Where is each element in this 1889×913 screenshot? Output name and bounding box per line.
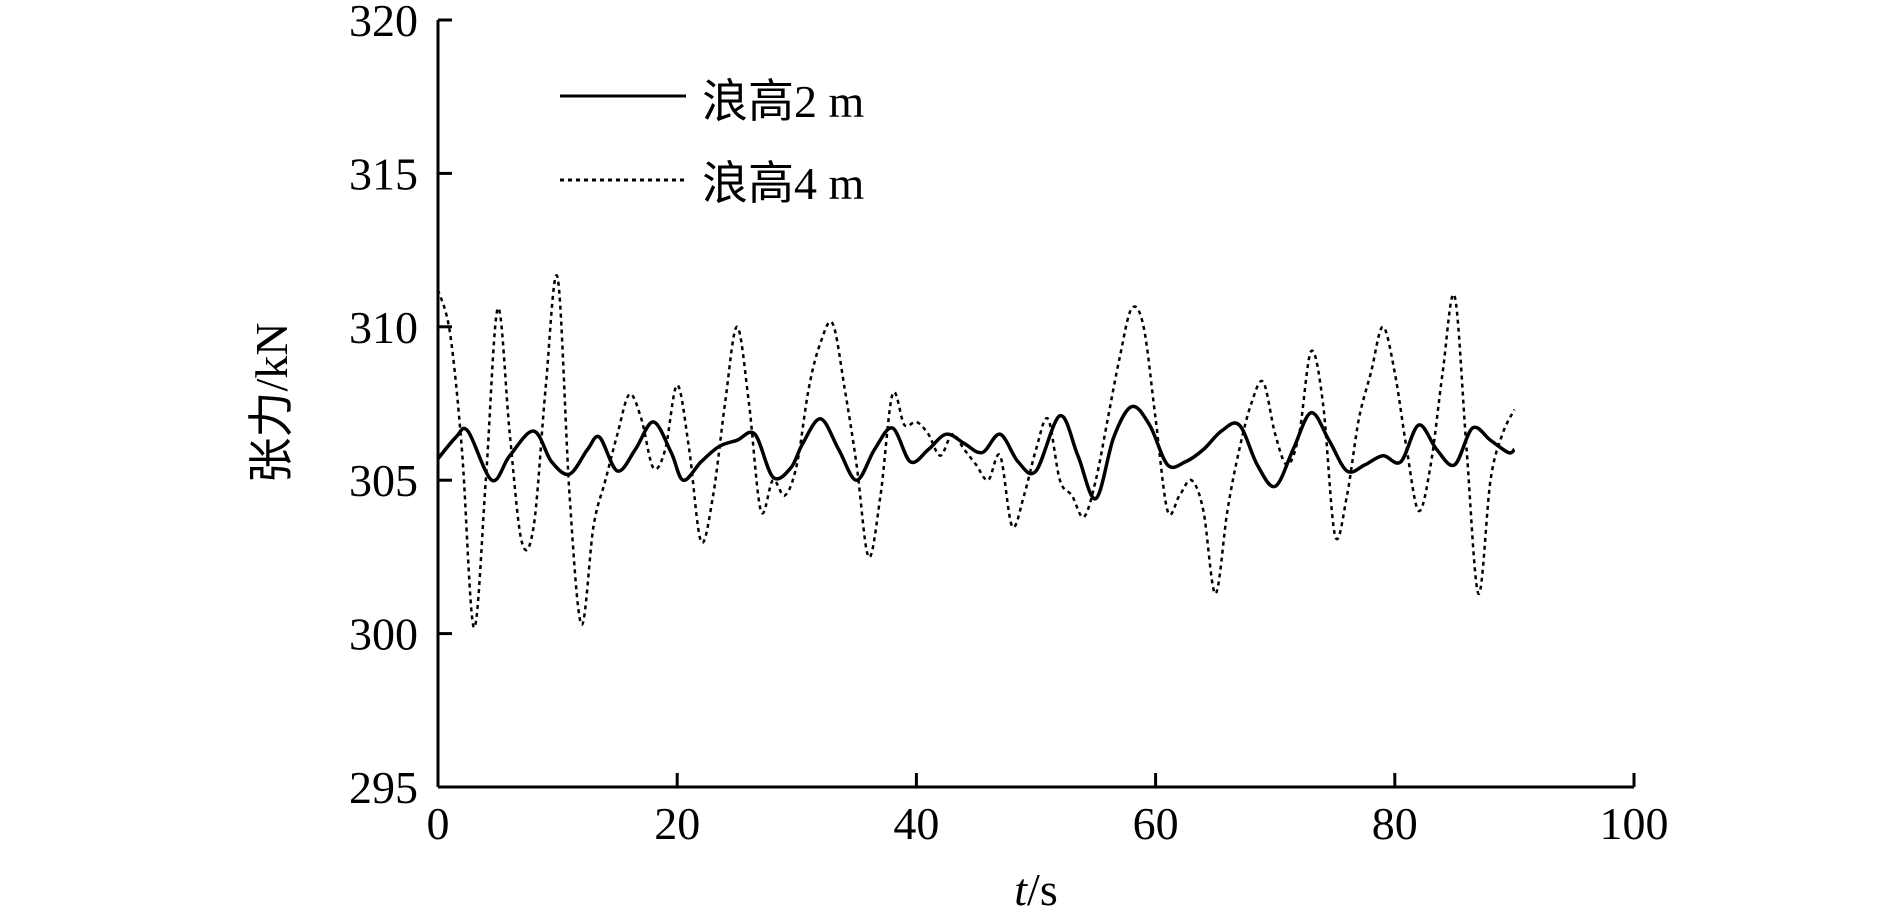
y-tick-label: 295 (349, 762, 418, 813)
legend-label-wave-2m: 浪高2 m (702, 76, 865, 127)
legend: 浪高2 m 浪高4 m (560, 76, 865, 209)
y-tick-label: 300 (349, 609, 418, 660)
y-tick-label: 320 (349, 0, 418, 46)
x-tick-label: 100 (1600, 798, 1669, 849)
x-axis-label-unit: /s (1027, 864, 1058, 913)
x-tick-label: 60 (1133, 798, 1179, 849)
series-line-wave-2m (436, 404, 1516, 501)
x-tick-label: 80 (1372, 798, 1418, 849)
y-tick-label: 315 (349, 148, 418, 199)
x-axis-label-var: t (1014, 864, 1028, 913)
x-axis-label: t/s (1014, 864, 1057, 913)
y-tick-label: 310 (349, 302, 418, 353)
y-tick-label: 305 (349, 455, 418, 506)
x-tick-label: 20 (654, 798, 700, 849)
x-tick-label: 40 (893, 798, 939, 849)
legend-label-wave-4m: 浪高4 m (702, 158, 865, 209)
y-axis-label: 张力/kN (246, 323, 297, 484)
x-tick-label: 0 (427, 798, 450, 849)
